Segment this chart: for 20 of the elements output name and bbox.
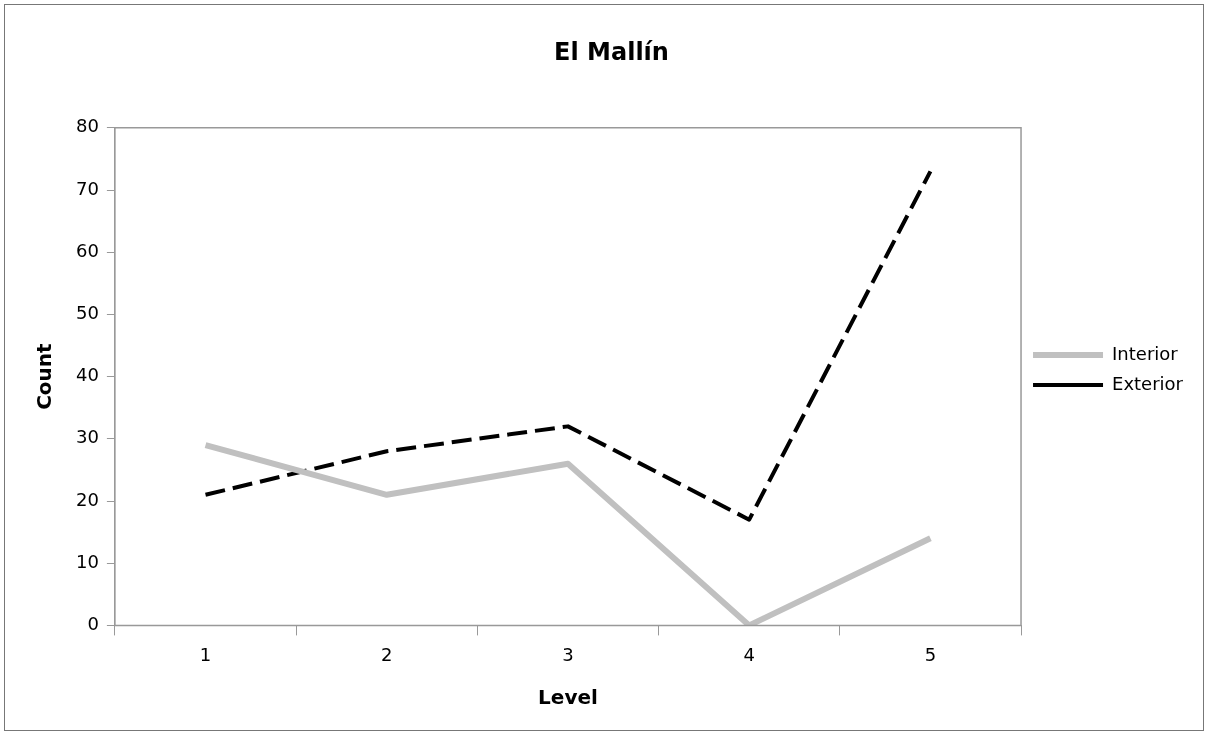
x-tick-label: 1 bbox=[199, 643, 212, 665]
line-series bbox=[203, 169, 933, 522]
y-tick-label: 30 bbox=[76, 426, 99, 448]
x-tick-label: 5 bbox=[924, 643, 937, 665]
y-tick-label: 50 bbox=[76, 302, 99, 324]
y-tick-label: 10 bbox=[76, 550, 99, 572]
x-tick-label: 4 bbox=[743, 643, 755, 665]
y-tick-label: 80 bbox=[76, 115, 99, 137]
y-tick-label: 60 bbox=[76, 239, 99, 261]
legend-label: Interior bbox=[1112, 342, 1179, 364]
x-tick-label: 2 bbox=[381, 643, 393, 665]
legend-label: Exterior bbox=[1112, 372, 1184, 394]
y-tick-label: 20 bbox=[76, 488, 99, 510]
x-axis-title: Level bbox=[538, 685, 598, 710]
y-axis-title: Count bbox=[32, 342, 57, 410]
y-tick-label: 70 bbox=[76, 177, 99, 199]
chart-title: El Mallín bbox=[554, 37, 669, 66]
y-tick-label: 40 bbox=[76, 364, 99, 386]
y-tick-label: 0 bbox=[87, 613, 99, 635]
x-tick-label: 3 bbox=[562, 643, 574, 665]
